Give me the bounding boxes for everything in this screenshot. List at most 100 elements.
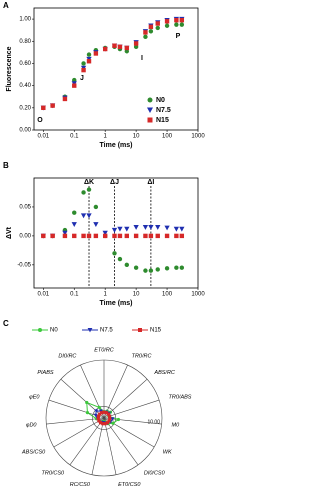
annotation: J	[80, 75, 84, 82]
marker	[174, 22, 179, 27]
axis-label: M0	[171, 423, 180, 429]
marker	[147, 97, 153, 103]
marker	[101, 422, 105, 426]
marker	[106, 412, 110, 416]
marker	[38, 328, 42, 332]
x-tick-label: 1000	[191, 292, 205, 298]
marker	[81, 67, 86, 73]
marker	[72, 233, 77, 239]
radar-axis	[53, 417, 105, 448]
marker	[72, 210, 77, 215]
marker	[147, 117, 153, 123]
plot-frame	[33, 7, 199, 131]
marker	[179, 265, 185, 270]
marker	[117, 233, 123, 239]
marker	[93, 413, 98, 418]
axis-label: RC/CS0	[70, 482, 91, 488]
panel-label: C	[3, 319, 9, 328]
marker	[50, 233, 55, 239]
marker	[124, 262, 130, 268]
marker	[117, 226, 123, 232]
marker	[97, 419, 101, 423]
axis-label: ET0/RC	[94, 348, 114, 354]
marker	[86, 59, 92, 64]
marker	[107, 414, 112, 418]
x-tick-label: 1	[104, 134, 108, 140]
marker	[148, 233, 154, 239]
marker	[117, 256, 123, 262]
marker	[97, 405, 101, 410]
radar-axis	[103, 364, 128, 419]
marker	[174, 233, 179, 239]
marker	[94, 409, 99, 413]
marker	[86, 52, 92, 57]
radar-axis	[46, 417, 105, 425]
marker	[124, 45, 130, 51]
y-tick-label: 0.05	[19, 205, 31, 211]
radar-axis	[103, 399, 160, 419]
marker	[155, 267, 160, 272]
marker	[179, 233, 185, 239]
marker	[148, 225, 154, 230]
marker	[143, 233, 148, 239]
marker	[100, 411, 104, 415]
legend-label: N7.5	[100, 328, 113, 334]
marker	[93, 222, 99, 227]
marker	[164, 19, 170, 24]
y-tick-label: 0.20	[19, 105, 31, 111]
x-axis-label: Time (ms)	[100, 300, 133, 307]
marker	[112, 251, 117, 256]
marker	[93, 204, 99, 210]
marker	[105, 421, 110, 425]
marker	[86, 233, 92, 239]
legend-label: N0	[50, 328, 58, 334]
marker	[85, 400, 89, 405]
marker	[155, 25, 160, 31]
legend-label: N15	[150, 328, 162, 334]
marker	[62, 230, 68, 236]
marker	[164, 233, 170, 239]
marker	[50, 103, 55, 108]
marker	[71, 222, 77, 227]
marker	[81, 61, 86, 66]
x-tick-label: 100	[162, 134, 173, 140]
marker	[164, 266, 170, 271]
y-tick-label: 0.00	[19, 128, 31, 134]
marker	[124, 233, 130, 239]
radar-axis	[80, 364, 105, 419]
marker	[142, 225, 149, 230]
marker	[108, 417, 112, 421]
marker	[98, 412, 102, 416]
axis-label: ET0/CS0	[118, 482, 141, 488]
marker	[62, 233, 68, 239]
marker	[155, 225, 161, 230]
marker	[174, 265, 179, 270]
marker	[110, 417, 115, 421]
axis-label: TR0/RC	[132, 353, 152, 359]
figure: A 0.01 0.1 1 10 100 1000 0.00 0.20 0.40 0.60 0.80 1.…	[3, 1, 205, 488]
y-tick-label: -0.05	[17, 262, 31, 268]
marker	[102, 230, 108, 236]
annotation: I	[141, 55, 143, 62]
y-tick-label: 0.80	[19, 39, 31, 45]
x-tick-label: 10	[133, 134, 140, 140]
marker	[72, 77, 77, 83]
marker	[148, 29, 154, 34]
reference-label: ΔJ	[110, 179, 119, 186]
axis-label: ABS/RC	[153, 370, 175, 376]
y-axis-label: ΔVt	[6, 226, 13, 239]
legend-label: N0	[156, 97, 165, 104]
marker	[133, 41, 139, 46]
marker	[86, 187, 92, 192]
reference-label: ΔI	[147, 179, 154, 186]
axis-label: ABS/CS0	[21, 449, 46, 455]
axis-label: DI0/RC	[58, 353, 76, 359]
x-tick-label: 1	[104, 292, 108, 298]
marker	[138, 328, 142, 332]
x-tick-label: 0.1	[70, 292, 79, 298]
radar-axis	[69, 417, 105, 466]
marker	[72, 83, 77, 88]
x-axis-label: Time (ms)	[100, 142, 133, 149]
annotation: P	[176, 33, 181, 40]
